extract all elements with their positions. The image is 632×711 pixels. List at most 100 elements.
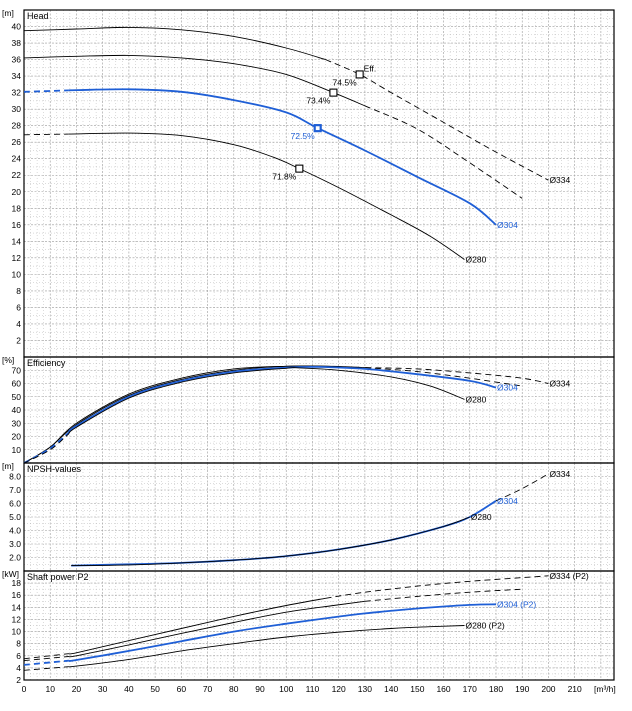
y-tick-label: 14 bbox=[12, 236, 22, 246]
x-tick-label: 130 bbox=[358, 684, 372, 694]
y-tick-label: 40 bbox=[12, 405, 22, 415]
y-tick-label: 8 bbox=[16, 639, 21, 649]
x-tick-label: 60 bbox=[177, 684, 187, 694]
curve-280 bbox=[68, 367, 465, 435]
eff-annotation: Eff. bbox=[364, 63, 377, 73]
x-tick-label: 10 bbox=[45, 684, 55, 694]
y-tick-label: 28 bbox=[12, 121, 22, 131]
curve-unnamed bbox=[23, 656, 69, 662]
y-tick-label: 10 bbox=[12, 627, 22, 637]
series-label: Ø334 (P2) bbox=[549, 571, 588, 581]
curve-280 bbox=[23, 133, 69, 136]
series-label: Ø304 (P2) bbox=[497, 599, 536, 609]
panel-title: NPSH-values bbox=[27, 464, 82, 474]
curve-280 bbox=[68, 132, 465, 260]
series-label: Ø334 bbox=[549, 379, 570, 389]
efficiency-label: 72.5% bbox=[291, 131, 316, 141]
curve-304 bbox=[68, 88, 497, 226]
y-tick-label: 20 bbox=[12, 187, 22, 197]
curve-280 bbox=[71, 516, 470, 567]
curve-unnamed bbox=[364, 105, 523, 199]
y-tick-label: 2 bbox=[16, 335, 21, 345]
x-tick-label: 170 bbox=[463, 684, 477, 694]
y-tick-label: 6 bbox=[16, 651, 21, 661]
y-tick-label: 8 bbox=[16, 286, 21, 296]
series-label: Ø334 bbox=[549, 469, 570, 479]
series-label: Ø280 bbox=[466, 394, 487, 404]
y-unit-label: [m] bbox=[2, 8, 14, 18]
x-tick-label: 90 bbox=[255, 684, 265, 694]
panel-title: Head bbox=[27, 11, 49, 21]
curve-unnamed bbox=[68, 600, 365, 658]
y-tick-label: 10 bbox=[12, 269, 22, 279]
y-tick-label: 24 bbox=[12, 154, 22, 164]
x-tick-label: 200 bbox=[541, 684, 555, 694]
curve-unnamed bbox=[364, 367, 523, 387]
curve-334P2 bbox=[68, 597, 326, 655]
x-tick-label: 160 bbox=[436, 684, 450, 694]
efficiency-marker bbox=[329, 88, 338, 97]
y-tick-label: 50 bbox=[12, 392, 22, 402]
curve-unnamed bbox=[364, 588, 523, 602]
efficiency-label: 71.8% bbox=[272, 172, 297, 182]
x-tick-label: 110 bbox=[306, 684, 320, 694]
curve-280P2 bbox=[68, 625, 465, 668]
y-tick-label: 12 bbox=[12, 614, 22, 624]
curve-304 bbox=[71, 500, 497, 567]
curve-304P2 bbox=[67, 603, 497, 662]
y-unit-label: [kW] bbox=[2, 569, 19, 579]
y-tick-label: 18 bbox=[12, 203, 22, 213]
y-tick-label: 70 bbox=[12, 365, 22, 375]
y-tick-label: 60 bbox=[12, 379, 22, 389]
efficiency-marker bbox=[295, 164, 304, 173]
series-label: Ø334 bbox=[549, 175, 570, 185]
efficiency-label: 74.5% bbox=[333, 77, 358, 87]
curve-304P2 bbox=[23, 659, 69, 666]
series-label: Ø280 bbox=[466, 255, 487, 265]
y-tick-label: 2 bbox=[16, 675, 21, 685]
y-tick-label: 4.0 bbox=[9, 526, 21, 536]
y-tick-label: 40 bbox=[12, 22, 22, 32]
x-tick-label: 150 bbox=[410, 684, 424, 694]
y-tick-label: 4 bbox=[16, 319, 21, 329]
x-tick-label: 80 bbox=[229, 684, 239, 694]
series-label: Ø304 bbox=[497, 382, 518, 392]
series-label: Ø280 (P2) bbox=[466, 621, 505, 631]
y-unit-label: [m] bbox=[2, 461, 14, 471]
y-tick-label: 22 bbox=[12, 170, 22, 180]
y-tick-label: 32 bbox=[12, 88, 22, 98]
y-tick-label: 30 bbox=[12, 418, 22, 428]
y-tick-label: 5.0 bbox=[9, 512, 21, 522]
y-tick-label: 8.0 bbox=[9, 472, 21, 482]
y-unit-label: [%] bbox=[2, 355, 14, 365]
y-tick-label: 36 bbox=[12, 55, 22, 65]
panel-title: Shaft power P2 bbox=[27, 572, 89, 582]
x-tick-label: 20 bbox=[72, 684, 82, 694]
x-tick-label: 100 bbox=[279, 684, 293, 694]
panel-title: Efficiency bbox=[27, 358, 66, 368]
y-tick-label: 6.0 bbox=[9, 499, 21, 509]
x-tick-label: 210 bbox=[568, 684, 582, 694]
x-tick-label: 190 bbox=[515, 684, 529, 694]
x-tick-label: 0 bbox=[22, 684, 27, 694]
efficiency-label: 73.4% bbox=[306, 96, 331, 106]
y-tick-label: 30 bbox=[12, 104, 22, 114]
curve-334 bbox=[495, 473, 549, 502]
efficiency-marker bbox=[355, 70, 364, 79]
y-tick-label: 10 bbox=[12, 445, 22, 455]
curve-304 bbox=[67, 365, 497, 434]
curve-334P2 bbox=[23, 653, 69, 660]
x-tick-label: 30 bbox=[98, 684, 108, 694]
y-tick-label: 4 bbox=[16, 663, 21, 673]
curve-334 bbox=[23, 26, 326, 61]
x-tick-label: 40 bbox=[124, 684, 134, 694]
x-tick-label: 70 bbox=[203, 684, 213, 694]
x-tick-label: 140 bbox=[384, 684, 398, 694]
series-label: Ø304 bbox=[497, 496, 518, 506]
efficiency-marker bbox=[313, 124, 322, 133]
x-tick-label: 180 bbox=[489, 684, 503, 694]
y-tick-label: 34 bbox=[12, 71, 22, 81]
y-tick-label: 14 bbox=[12, 602, 22, 612]
y-tick-label: 7.0 bbox=[9, 485, 21, 495]
